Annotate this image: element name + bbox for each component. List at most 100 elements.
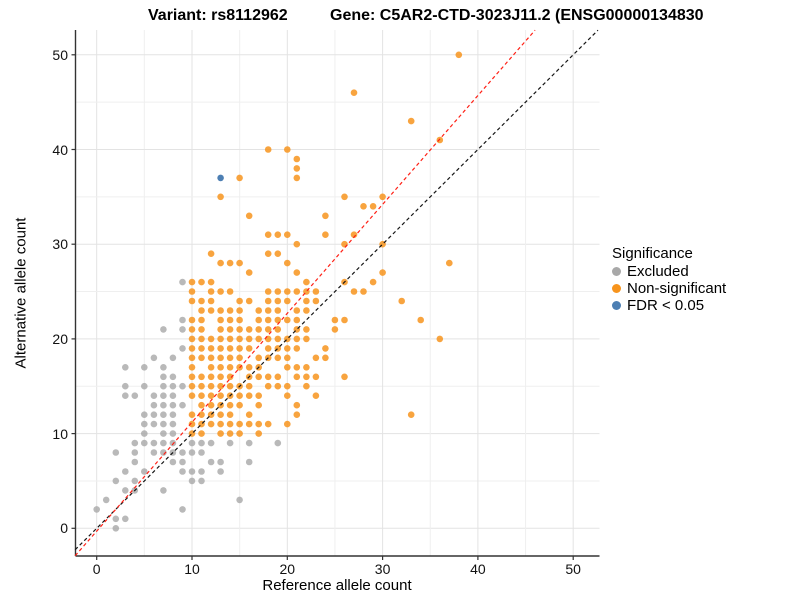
data-point-excluded (131, 458, 139, 466)
data-point-non-significant (274, 335, 282, 343)
data-point-non-significant (188, 297, 196, 305)
data-point-excluded (160, 392, 167, 400)
data-point-non-significant (207, 288, 215, 295)
data-point-non-significant (407, 117, 415, 125)
data-point-non-significant (322, 354, 329, 362)
data-point-non-significant (398, 297, 406, 305)
data-point-excluded (160, 382, 167, 390)
data-point-excluded (245, 439, 253, 447)
data-point-excluded (150, 420, 158, 428)
data-point-non-significant (198, 373, 205, 381)
data-point-non-significant (255, 354, 262, 362)
data-point-non-significant (236, 174, 243, 182)
legend-items: Excluded Non-significant FDR < 0.05 (612, 263, 726, 314)
data-point-excluded (150, 439, 158, 447)
legend-dot-icon (612, 301, 621, 310)
data-point-non-significant (207, 373, 215, 381)
data-point-excluded (160, 411, 167, 419)
data-point-excluded (198, 468, 205, 475)
data-point-non-significant (198, 430, 205, 437)
data-point-non-significant (198, 382, 205, 390)
data-point-non-significant (236, 392, 243, 400)
data-point-non-significant (188, 326, 196, 333)
data-point-non-significant (303, 373, 310, 381)
data-point-non-significant (293, 269, 301, 276)
data-point-non-significant (293, 165, 301, 172)
legend-item-label: FDR < 0.05 (627, 297, 705, 314)
data-point-non-significant (217, 316, 224, 324)
data-point-non-significant (264, 373, 272, 381)
data-point-non-significant (207, 335, 215, 343)
data-point-non-significant (217, 345, 224, 352)
data-point-non-significant (255, 335, 262, 343)
data-point-excluded (160, 420, 167, 428)
data-point-non-significant (264, 420, 272, 428)
data-point-non-significant (188, 382, 196, 390)
data-point-non-significant (226, 420, 234, 428)
data-point-excluded (179, 506, 186, 513)
data-point-excluded (150, 449, 158, 456)
data-point-non-significant (245, 212, 253, 220)
data-point-non-significant (322, 231, 329, 238)
data-point-non-significant (188, 373, 196, 381)
data-point-excluded (160, 439, 167, 447)
data-point-non-significant (274, 297, 282, 305)
data-point-non-significant (322, 345, 329, 352)
data-point-excluded (141, 468, 148, 475)
data-point-non-significant (236, 326, 243, 333)
data-point-non-significant (245, 364, 253, 371)
data-point-non-significant (198, 326, 205, 333)
data-point-non-significant (245, 411, 253, 419)
data-point-non-significant (226, 288, 234, 295)
data-point-excluded (169, 420, 177, 428)
data-point-non-significant (226, 382, 234, 390)
data-point-excluded (122, 487, 129, 494)
legend-item: Non-significant (612, 280, 726, 297)
data-point-non-significant (236, 430, 243, 437)
data-point-non-significant (236, 307, 243, 314)
data-point-non-significant (217, 373, 224, 381)
data-point-excluded (169, 439, 177, 447)
data-point-non-significant (284, 354, 291, 362)
data-point-non-significant (217, 354, 224, 362)
legend-item-label: Non-significant (627, 280, 727, 297)
data-point-non-significant (236, 345, 243, 352)
data-point-excluded (141, 420, 148, 428)
data-point-non-significant (284, 392, 291, 400)
data-point-non-significant (245, 420, 253, 428)
data-point-non-significant (284, 259, 291, 267)
data-point-non-significant (226, 354, 234, 362)
data-point-non-significant (350, 231, 358, 238)
data-point-excluded (188, 468, 196, 475)
data-point-non-significant (217, 288, 224, 295)
data-point-non-significant (341, 316, 348, 324)
data-point-excluded (150, 401, 158, 409)
data-point-non-significant (312, 354, 320, 362)
data-point-non-significant (293, 373, 301, 381)
data-point-non-significant (303, 307, 310, 314)
data-point-excluded (198, 439, 205, 447)
data-point-non-significant (407, 411, 415, 419)
data-point-non-significant (188, 354, 196, 362)
data-point-non-significant (379, 193, 386, 201)
data-point-non-significant (226, 335, 234, 343)
y-tick-label: 20 (52, 330, 68, 347)
data-point-non-significant (245, 382, 253, 390)
legend-item-label: Excluded (627, 263, 689, 280)
data-point-non-significant (188, 364, 196, 371)
data-point-excluded (245, 458, 253, 466)
data-point-non-significant (217, 259, 224, 267)
data-point-non-significant (226, 307, 234, 314)
data-point-non-significant (207, 364, 215, 371)
data-point-excluded (179, 458, 186, 466)
data-point-non-significant (217, 430, 224, 437)
data-point-non-significant (255, 307, 262, 314)
data-point-excluded (217, 468, 224, 475)
data-point-non-significant (284, 288, 291, 295)
data-point-non-significant (226, 259, 234, 267)
data-point-non-significant (341, 193, 348, 201)
data-point-non-significant (274, 231, 282, 238)
data-point-non-significant (303, 382, 310, 390)
data-point-non-significant (293, 174, 301, 182)
data-point-non-significant (207, 354, 215, 362)
